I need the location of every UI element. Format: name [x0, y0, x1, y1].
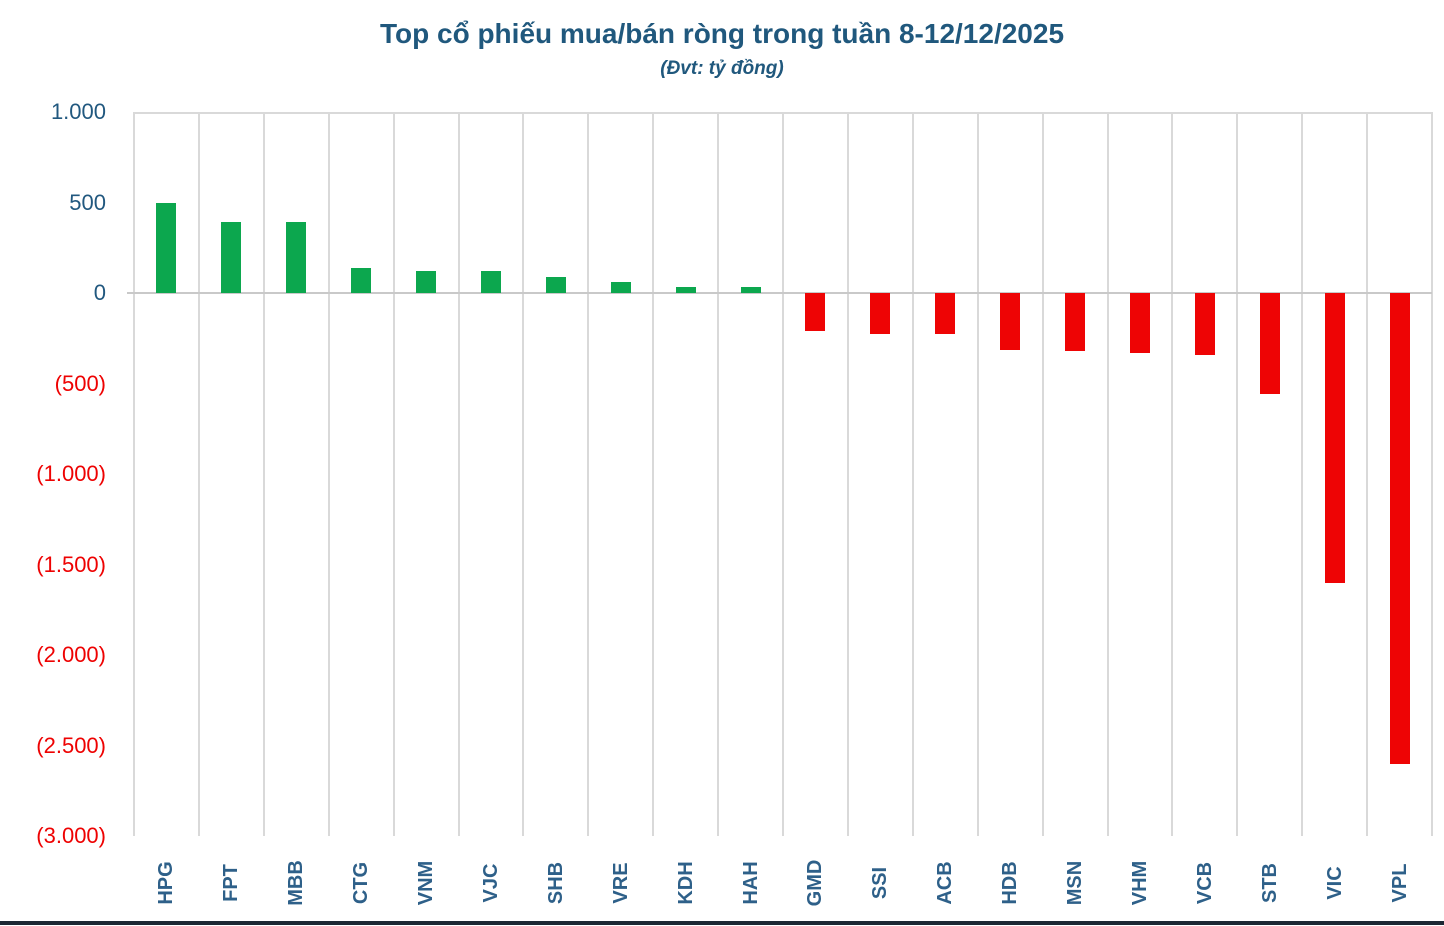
plot-area	[127, 112, 1433, 836]
gridline-vertical	[457, 112, 460, 836]
gridline-vertical	[392, 112, 395, 836]
y-tick-label: 1.000	[50, 99, 106, 124]
bar-ACB	[935, 293, 956, 334]
gridline-top	[134, 112, 1432, 114]
x-tick-label-MBB: MBB	[285, 860, 308, 906]
chart-title: Top cổ phiếu mua/bán ròng trong tuần 8-1…	[379, 18, 1065, 49]
x-tick-label-VIC: VIC	[1323, 866, 1346, 900]
bar-VNM	[416, 271, 437, 293]
x-tick-label-CTG: CTG	[350, 861, 373, 905]
gridline-vertical	[262, 112, 265, 836]
gridline-vertical	[976, 112, 979, 836]
x-tick-label-VRE: VRE	[609, 862, 632, 904]
x-tick-label-VNM: VNM	[415, 860, 438, 906]
gridline-vertical	[717, 112, 720, 836]
x-tick-label-FPT: FPT	[220, 864, 243, 902]
gridline-vertical	[1041, 112, 1044, 836]
gridline-vertical	[587, 112, 590, 836]
x-tick-label-VJC: VJC	[479, 863, 502, 903]
gridline-vertical	[1431, 112, 1433, 836]
x-tick-label-HPG: HPG	[155, 861, 178, 905]
x-tick-label-HDB: HDB	[999, 861, 1022, 905]
x-tick-label-SHB: SHB	[544, 861, 567, 905]
bar-SSI	[870, 293, 891, 334]
chart-subtitle: (Đvt: tỷ đồng)	[660, 58, 784, 79]
y-tick-label: (3.000)	[36, 823, 106, 848]
bar-MSN	[1065, 293, 1086, 351]
bar-STB	[1259, 293, 1280, 395]
y-tick-label: 500	[69, 189, 106, 215]
x-tick-label-STB: STB	[1258, 863, 1281, 903]
x-tick-label-GMD: GMD	[804, 859, 827, 907]
y-tick-label: (2.000)	[36, 642, 106, 667]
x-tick-label-SSI: SSI	[869, 866, 892, 900]
x-tick-label-KDH: KDH	[674, 861, 697, 905]
y-tick-label: (2.500)	[36, 732, 106, 758]
y-tick-label: 0	[93, 280, 106, 305]
bar-MBB	[286, 221, 307, 293]
x-tick-label-ACB: ACB	[934, 861, 957, 905]
bar-SHB	[545, 276, 566, 293]
x-tick-label-VHM: VHM	[1128, 860, 1151, 906]
bottom-border-line	[0, 921, 1444, 925]
gridline-vertical	[133, 112, 135, 836]
x-tick-label-VPL: VPL	[1388, 863, 1411, 903]
gridline-vertical	[652, 112, 655, 836]
bar-HPG	[156, 202, 177, 293]
bar-CTG	[351, 267, 372, 293]
y-axis-labels: 1.000 500 0 (500) (1.000) (1.500) (2.000) (2.50…	[0, 0, 106, 926]
bar-VCB	[1194, 293, 1215, 355]
bar-VRE	[610, 282, 631, 293]
gridline-vertical	[911, 112, 914, 836]
bar-HAH	[740, 287, 761, 293]
gridline-vertical	[846, 112, 849, 836]
gridline-vertical	[1301, 112, 1304, 836]
bar-FPT	[221, 221, 242, 293]
bar-VIC	[1324, 293, 1345, 583]
bar-VJC	[480, 271, 501, 293]
bar-KDH	[675, 287, 696, 293]
bar-VHM	[1129, 293, 1150, 353]
x-tick-label-VCB: VCB	[1193, 861, 1216, 905]
y-tick-label: (1.500)	[36, 551, 106, 577]
gridline-vertical	[1236, 112, 1239, 836]
zero-axis-line	[127, 292, 1432, 294]
x-tick-label-MSN: MSN	[1064, 860, 1087, 906]
gridline-vertical	[782, 112, 784, 836]
y-tick-label: (500)	[54, 370, 106, 396]
gridline-vertical	[1106, 112, 1109, 836]
gridline-vertical	[1366, 112, 1369, 836]
gridline-vertical	[1171, 112, 1174, 836]
bar-VPL	[1389, 293, 1410, 764]
x-tick-label-HAH: HAH	[739, 861, 762, 905]
gridline-vertical	[522, 112, 525, 836]
gridline-vertical	[197, 112, 200, 836]
bar-HDB	[1000, 293, 1021, 350]
y-tick-label: (1.000)	[36, 461, 106, 486]
gridline-vertical	[327, 112, 330, 836]
bar-GMD	[805, 293, 826, 331]
